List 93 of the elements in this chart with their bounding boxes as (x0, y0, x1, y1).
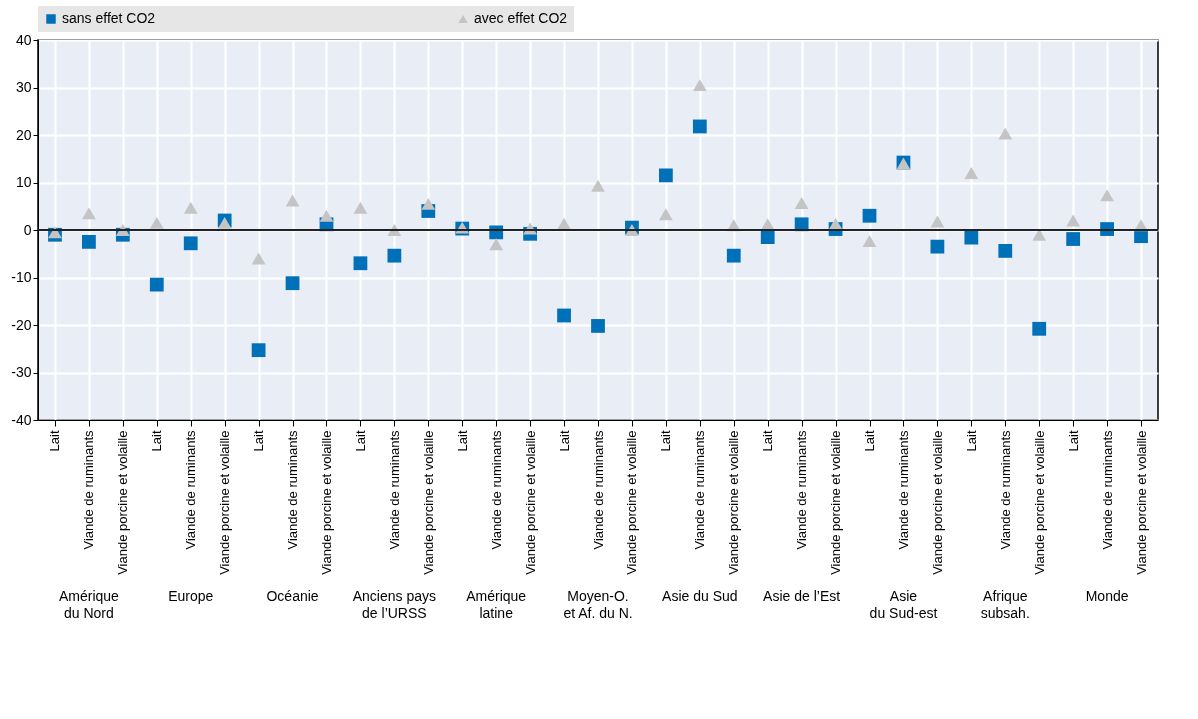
x-tick-label: Viande porcine et volaille (1031, 430, 1047, 575)
x-tick-label: Lait (760, 430, 776, 452)
point (557, 308, 571, 323)
x-tick-label: Lait (352, 430, 368, 452)
x-tick-label: Viande porcine et volaille (217, 430, 233, 575)
text: Amérique latine (466, 588, 527, 621)
point (421, 197, 436, 210)
point (251, 343, 266, 358)
x-tick-label: Viande porcine et volaille (624, 430, 640, 575)
point (183, 236, 198, 251)
x-tick-label: Lait (251, 430, 267, 452)
point (353, 256, 368, 271)
point (387, 248, 402, 263)
point (183, 201, 198, 214)
point (1032, 321, 1047, 336)
x-tick-label: Viande de ruminants (895, 430, 911, 550)
x-tick-label: Lait (556, 430, 572, 452)
text: Europe (168, 588, 214, 604)
point (658, 168, 673, 183)
x-tick-label: Lait (47, 430, 63, 452)
x-tick-label: Viande de ruminants (488, 430, 504, 550)
point (353, 201, 368, 214)
y-tick-label: 10 (15, 174, 32, 190)
y-tick-label: -40 (11, 411, 32, 428)
point (82, 207, 96, 220)
y-tick-label: 20 (15, 126, 32, 143)
point (591, 319, 605, 333)
point (489, 238, 504, 251)
text: Océanie (266, 588, 319, 604)
y-tick-label: 30 (15, 79, 32, 95)
point (862, 234, 877, 247)
x-tick-label: Viande de ruminants (997, 430, 1013, 550)
point (285, 276, 300, 291)
point (149, 277, 164, 292)
point (726, 248, 741, 263)
x-tick-label: Lait (658, 430, 674, 452)
point (692, 79, 707, 92)
point (1066, 232, 1081, 246)
x-tick-label: Viande de ruminants (590, 430, 606, 550)
text: Asie de l’Est (763, 588, 841, 604)
point (1100, 189, 1114, 202)
x-tick-label: Lait (454, 430, 470, 452)
text: Monde (1085, 588, 1129, 604)
text: Asie du Sud-est (869, 588, 938, 621)
x-tick-label: Viande de ruminants (81, 430, 97, 550)
x-tick-label: Viande porcine et volaille (522, 430, 538, 575)
text: Anciens pays de l’URSS (352, 588, 436, 621)
point (930, 239, 945, 254)
point (930, 215, 945, 228)
x-tick-label: Viande porcine et volaille (929, 430, 945, 575)
x-tick-label: Viande de ruminants (692, 430, 708, 550)
text: Afrique subsah. (980, 588, 1030, 621)
x-tick-label: Viande de ruminants (386, 430, 402, 550)
point (149, 216, 164, 229)
point (591, 179, 605, 192)
point (285, 194, 300, 207)
point (794, 196, 809, 209)
y-tick-label: -20 (11, 316, 32, 333)
point (658, 208, 673, 221)
x-tick-label: Viande porcine et volaille (420, 430, 436, 575)
x-tick-label: Lait (963, 430, 979, 452)
x-tick-label: Lait (862, 430, 878, 452)
point (862, 208, 877, 223)
x-tick-label: Viande de ruminants (794, 430, 810, 550)
legend-label: sans effet CO2 (62, 10, 156, 26)
point (692, 119, 707, 134)
point (760, 230, 775, 245)
point (998, 127, 1013, 140)
text: Asie du Sud (662, 588, 738, 604)
x-tick-label: Viande de ruminants (285, 430, 301, 550)
point (251, 252, 266, 265)
point (82, 234, 96, 249)
x-tick-label: Viande porcine et volaille (115, 430, 131, 575)
x-tick-label: Lait (149, 430, 165, 452)
point (964, 167, 979, 179)
x-tick-label: Viande porcine et volaille (726, 430, 742, 575)
text: Amérique du Nord (58, 588, 120, 621)
y-tick-label: -30 (11, 364, 32, 380)
x-tick-label: Viande de ruminants (183, 430, 199, 550)
x-tick-label: Viande porcine et volaille (828, 430, 844, 575)
y-tick-label: 40 (15, 31, 32, 48)
x-tick-label: Viande porcine et volaille (1133, 430, 1149, 575)
y-tick-label: -10 (11, 269, 32, 285)
x-tick-label: Viande porcine et volaille (318, 430, 334, 575)
text: Moyen-O. et Af. du N. (563, 588, 633, 621)
point (1066, 214, 1081, 227)
y-tick-label: 0 (23, 221, 32, 238)
point (998, 244, 1013, 258)
point (964, 230, 979, 245)
point (319, 209, 334, 222)
x-tick-label: Viande de ruminants (1099, 430, 1115, 550)
legend-label: avec effet CO2 (474, 10, 568, 26)
x-tick-label: Lait (1065, 430, 1081, 452)
